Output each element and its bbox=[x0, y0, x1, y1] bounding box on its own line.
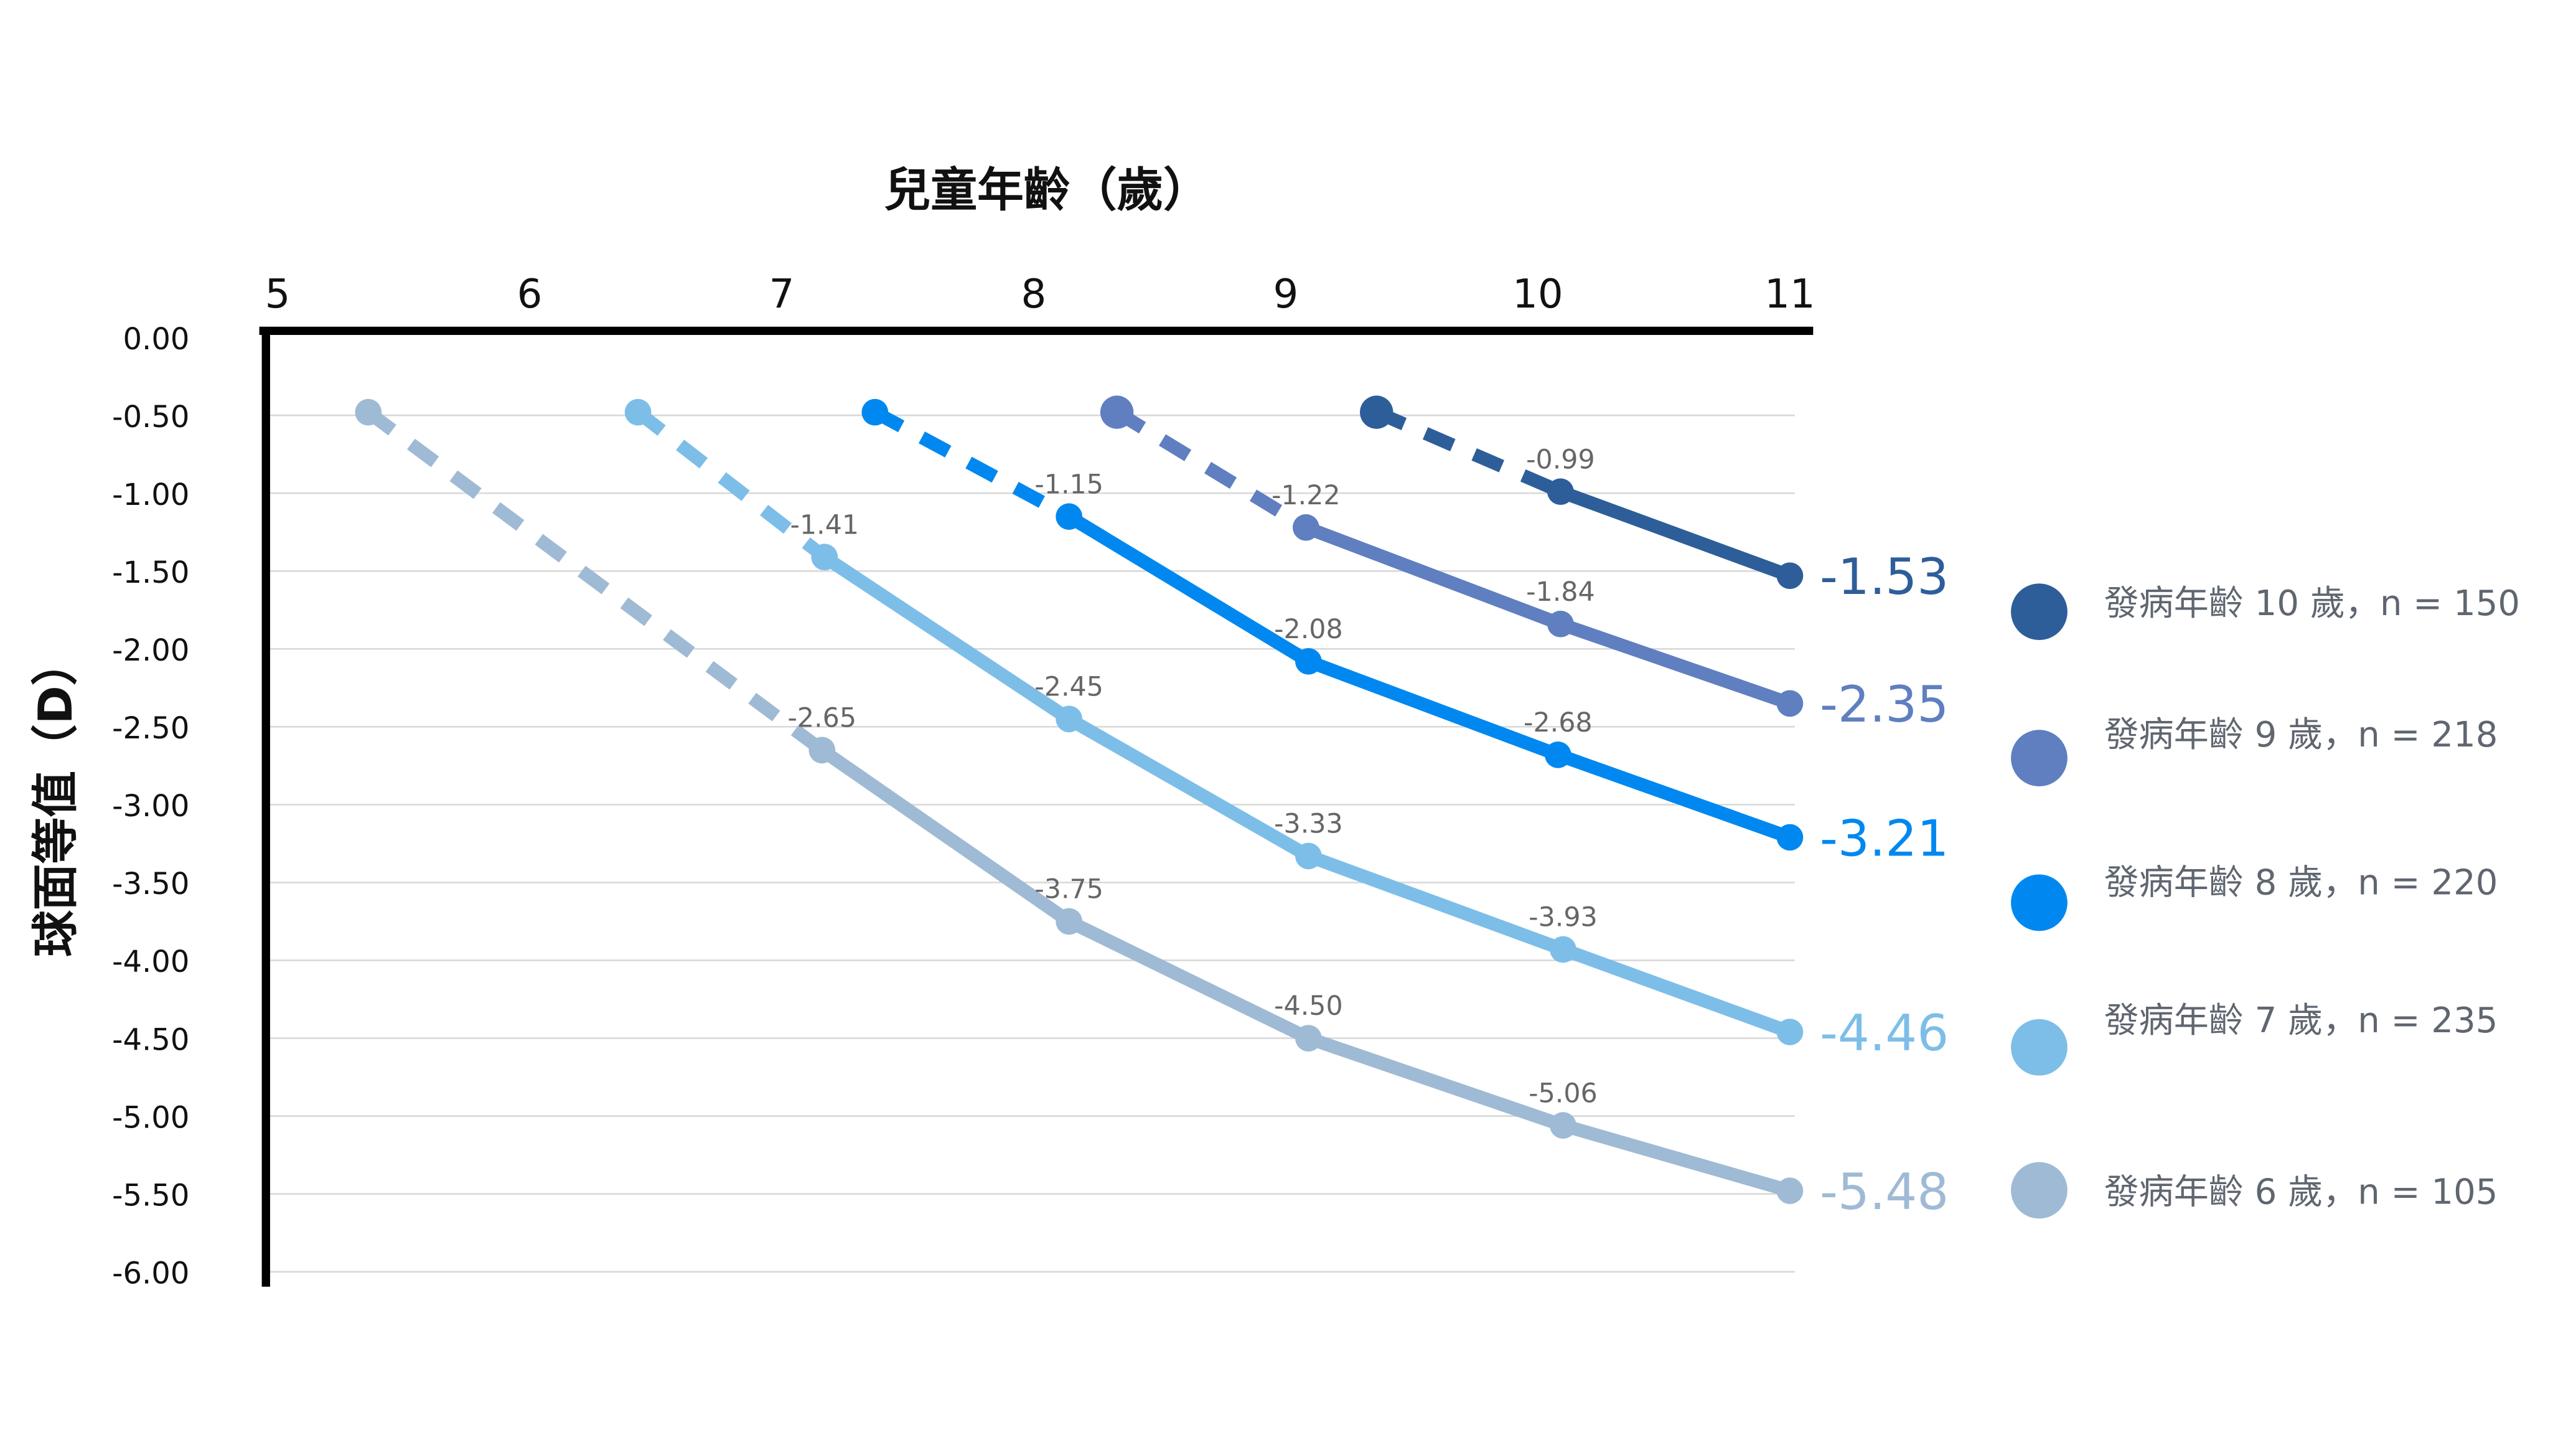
data-point bbox=[1056, 705, 1083, 733]
series-lines: -0.99 -1.53 -1.22 -1.84 -2.35 -1.15 -2.08 -2.68… bbox=[355, 395, 1949, 1221]
data-point bbox=[1544, 741, 1571, 768]
legend: 發病年齡 10 歲，n = 150 發病年齡 9 歲，n = 218 發病年齡 8 … bbox=[2011, 583, 2521, 1219]
data-label: -3.33 bbox=[1274, 809, 1343, 840]
y-tick-label: 0.00 bbox=[123, 322, 189, 357]
end-value-label: -3.21 bbox=[1820, 809, 1949, 867]
legend-marker bbox=[2011, 730, 2068, 787]
data-label: -5.06 bbox=[1529, 1078, 1598, 1109]
data-label: -2.68 bbox=[1524, 707, 1593, 738]
end-value-label: -2.35 bbox=[1820, 676, 1949, 733]
data-label: -4.50 bbox=[1274, 991, 1343, 1022]
data-point bbox=[1295, 1025, 1322, 1052]
data-point bbox=[1550, 1112, 1576, 1139]
y-tick-label: -5.50 bbox=[112, 1178, 189, 1213]
data-label: -3.75 bbox=[1034, 874, 1103, 905]
legend-label: 發病年齡 6 歲，n = 105 bbox=[2104, 1172, 2498, 1212]
series-3: -1.41 -2.45 -3.33 -3.93 -4.46 bbox=[624, 398, 1949, 1062]
data-label: -1.22 bbox=[1272, 480, 1341, 511]
y-tick-label: -2.50 bbox=[112, 711, 189, 746]
x-axis-title: 兒童年齡（歲） bbox=[884, 163, 1210, 217]
x-axis-ticks: 5 6 7 8 9 10 11 bbox=[265, 271, 1815, 318]
y-tick-label: -1.50 bbox=[112, 555, 189, 590]
y-tick-label: -3.50 bbox=[112, 867, 189, 902]
data-label: -2.45 bbox=[1034, 671, 1103, 702]
data-point bbox=[1776, 1177, 1804, 1205]
data-point bbox=[811, 544, 838, 571]
data-point bbox=[355, 398, 382, 426]
gridlines bbox=[266, 414, 1795, 1273]
data-label: -0.99 bbox=[1526, 444, 1595, 475]
data-label: -1.41 bbox=[790, 509, 859, 540]
data-point bbox=[1547, 478, 1574, 506]
x-tick-label: 7 bbox=[769, 271, 795, 318]
dashed-segment bbox=[364, 407, 827, 756]
x-tick-label: 5 bbox=[265, 271, 291, 318]
series-1: -1.22 -1.84 -2.35 bbox=[1100, 395, 1949, 733]
y-tick-label: -6.00 bbox=[112, 1256, 189, 1291]
y-tick-label: -5.00 bbox=[112, 1100, 189, 1135]
data-label: -1.15 bbox=[1034, 469, 1103, 500]
legend-label: 發病年齡 10 歲，n = 150 bbox=[2104, 583, 2521, 624]
legend-label: 發病年齡 8 歲，n = 220 bbox=[2104, 863, 2498, 903]
data-point bbox=[1056, 503, 1083, 530]
data-point bbox=[1292, 514, 1319, 541]
data-label: -1.84 bbox=[1526, 577, 1595, 608]
data-label: -3.93 bbox=[1529, 902, 1598, 933]
data-point bbox=[1295, 842, 1322, 870]
series-2: -1.15 -2.08 -2.68 -3.21 bbox=[861, 398, 1949, 867]
data-label: -2.08 bbox=[1274, 614, 1343, 645]
data-label: -2.65 bbox=[787, 702, 856, 733]
end-value-label: -1.53 bbox=[1820, 548, 1949, 606]
data-point bbox=[1547, 610, 1574, 638]
legend-marker bbox=[2011, 1019, 2068, 1076]
y-axis-title: 球面等值（D） bbox=[29, 639, 83, 957]
data-point bbox=[1100, 395, 1134, 429]
end-value-label: -4.46 bbox=[1820, 1004, 1949, 1062]
series-0: -0.99 -1.53 bbox=[1360, 395, 1949, 606]
data-point bbox=[1360, 395, 1393, 429]
data-point bbox=[1776, 562, 1804, 590]
x-tick-label: 8 bbox=[1021, 271, 1047, 318]
dashed-segment bbox=[1113, 406, 1309, 534]
solid-line bbox=[1553, 484, 1797, 583]
legend-label: 發病年齡 9 歲，n = 218 bbox=[2104, 715, 2498, 755]
series-4: -2.65 -3.75 -4.50 -5.06 -5.48 bbox=[355, 398, 1949, 1221]
data-point bbox=[1550, 936, 1576, 963]
y-tick-label: -2.00 bbox=[112, 633, 189, 668]
data-point bbox=[624, 398, 652, 426]
data-point bbox=[1776, 824, 1804, 851]
y-tick-label: -0.50 bbox=[112, 400, 189, 435]
x-tick-label: 6 bbox=[517, 271, 543, 318]
end-value-label: -5.48 bbox=[1820, 1163, 1949, 1221]
y-axis-ticks: 0.00 -0.50 -1.00 -1.50 -2.00 -2.50 -3.00 -3.50 -… bbox=[112, 322, 189, 1291]
legend-marker bbox=[2011, 1162, 2068, 1219]
x-tick-label: 11 bbox=[1764, 271, 1815, 318]
data-point bbox=[1056, 908, 1083, 935]
dashed-segment bbox=[871, 406, 1072, 523]
x-tick-label: 10 bbox=[1512, 271, 1563, 318]
x-tick-label: 9 bbox=[1273, 271, 1299, 318]
y-tick-label: -1.00 bbox=[112, 478, 189, 512]
y-tick-label: -3.00 bbox=[112, 789, 189, 824]
data-point bbox=[861, 398, 889, 426]
dashed-segment bbox=[1374, 406, 1563, 498]
data-point bbox=[1776, 690, 1804, 717]
solid-line bbox=[1062, 510, 1797, 844]
y-tick-label: -4.00 bbox=[112, 944, 189, 979]
data-point bbox=[808, 737, 836, 764]
data-point bbox=[1776, 1019, 1804, 1045]
data-point bbox=[1295, 647, 1322, 675]
legend-marker bbox=[2011, 874, 2068, 931]
legend-marker bbox=[2011, 583, 2068, 641]
legend-label: 發病年齡 7 歲，n = 235 bbox=[2104, 1000, 2498, 1041]
dashed-segment bbox=[634, 407, 829, 563]
y-tick-label: -4.50 bbox=[112, 1022, 189, 1057]
